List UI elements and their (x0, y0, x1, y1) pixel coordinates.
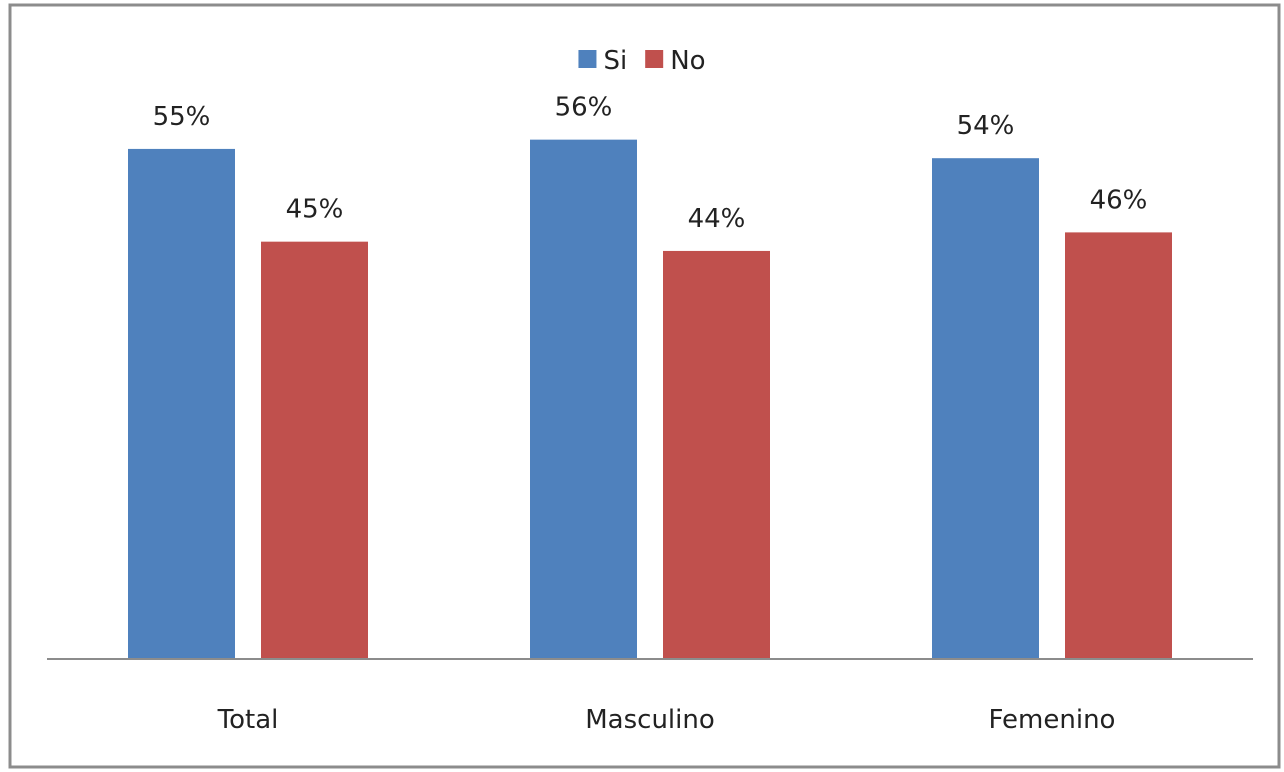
value-label-si-femenino: 54% (957, 111, 1015, 141)
bar-no-total (261, 241, 368, 659)
value-label-no-total: 45% (286, 195, 344, 225)
category-labels: Total Masculino Femenino (217, 705, 1116, 735)
legend-label-no: No (670, 46, 705, 76)
bar-si-femenino (932, 158, 1039, 659)
value-label-no-masculino: 44% (688, 204, 746, 234)
bar-no-masculino (663, 250, 770, 659)
legend-swatch-no (645, 50, 664, 68)
legend-swatch-si (578, 50, 597, 68)
value-label-si-total: 55% (153, 102, 211, 132)
value-label-si-masculino: 56% (555, 93, 613, 123)
bar-si-total (128, 148, 235, 659)
value-labels: 55% 45% 56% 44% 54% 46% (153, 93, 1148, 234)
category-label-total: Total (217, 705, 279, 735)
legend-label-si: Si (603, 46, 627, 76)
bar-group (128, 139, 1172, 660)
bar-no-femenino (1065, 232, 1172, 660)
category-label-femenino: Femenino (989, 705, 1116, 735)
category-label-masculino: Masculino (585, 705, 715, 735)
value-label-no-femenino: 46% (1090, 185, 1148, 215)
bar-si-masculino (530, 139, 637, 660)
legend: Si No (578, 46, 706, 76)
